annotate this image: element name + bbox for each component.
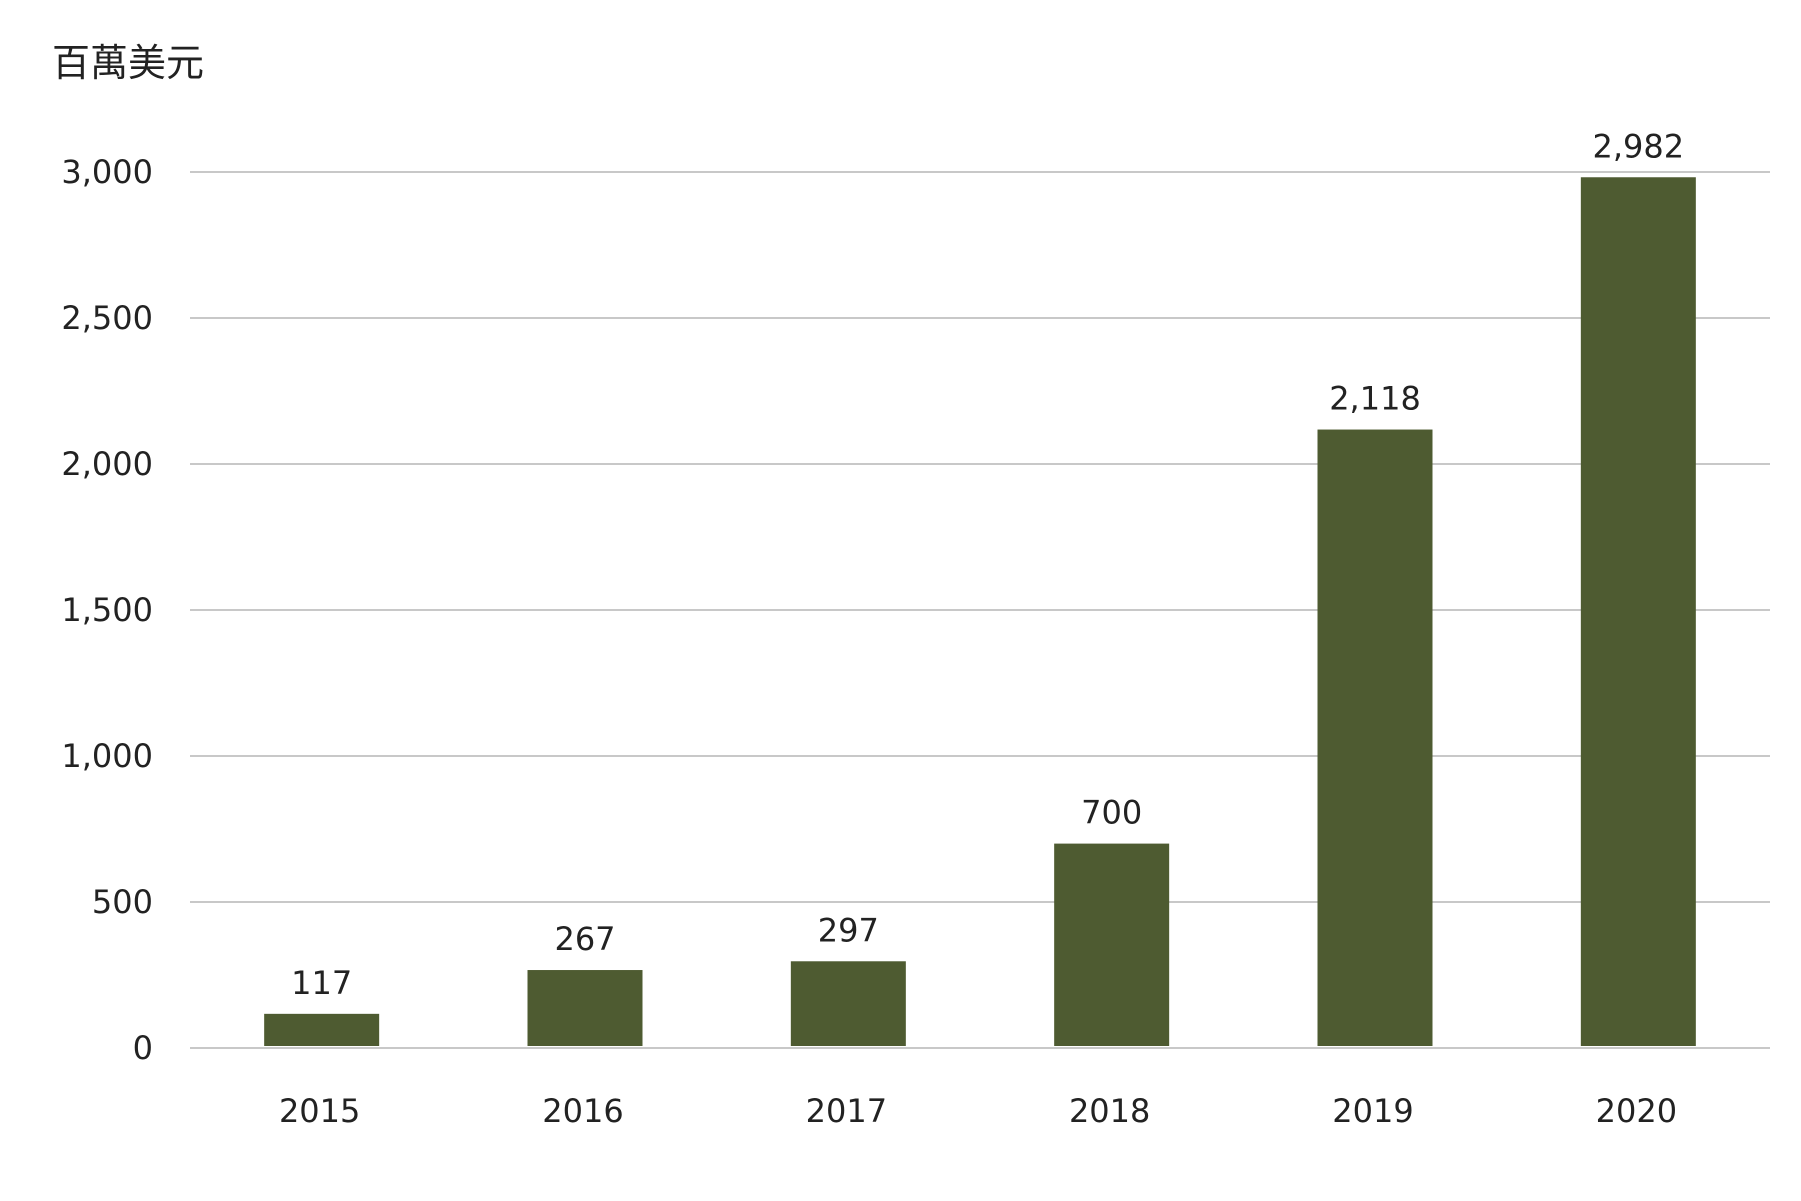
data-labels: 117 267 297 700 2,118 2,982 (291, 127, 1684, 1002)
x-tick-label-2019: 2019 (1332, 1092, 1413, 1130)
y-tick-label: 500 (92, 883, 153, 921)
y-tick-label: 1,000 (61, 737, 153, 775)
x-tick-label-2020: 2020 (1596, 1092, 1677, 1130)
x-axis-ticks: 2015 2016 2017 2018 2019 2020 (279, 1092, 1677, 1130)
data-label-2016: 267 (554, 920, 615, 958)
bar-2018 (1054, 843, 1170, 1046)
x-tick-label-2017: 2017 (806, 1092, 887, 1130)
x-tick-label-2018: 2018 (1069, 1092, 1150, 1130)
y-tick-label: 2,000 (61, 445, 153, 483)
y-tick-label: 2,500 (61, 299, 153, 337)
bar-2019 (1317, 429, 1433, 1046)
y-tick-label: 0 (133, 1029, 153, 1067)
x-tick-label-2016: 2016 (542, 1092, 623, 1130)
y-axis-ticks: 0 500 1,000 1,500 2,000 2,500 3,000 (61, 153, 153, 1067)
bar-2016 (527, 970, 643, 1046)
bars (264, 177, 1696, 1047)
y-axis-unit-label: 百萬美元 (52, 41, 204, 85)
data-label-2018: 700 (1081, 794, 1142, 832)
x-tick-label-2015: 2015 (279, 1092, 360, 1130)
data-label-2015: 117 (291, 964, 352, 1002)
gridlines (190, 171, 1770, 1049)
bar-2020 (1580, 177, 1696, 1047)
y-tick-label: 3,000 (61, 153, 153, 191)
data-label-2017: 297 (818, 911, 879, 949)
data-label-2020: 2,982 (1593, 127, 1685, 165)
y-tick-label: 1,500 (61, 591, 153, 629)
data-label-2019: 2,118 (1329, 380, 1421, 418)
bar-2017 (790, 961, 906, 1046)
bar-2015 (264, 1013, 380, 1046)
